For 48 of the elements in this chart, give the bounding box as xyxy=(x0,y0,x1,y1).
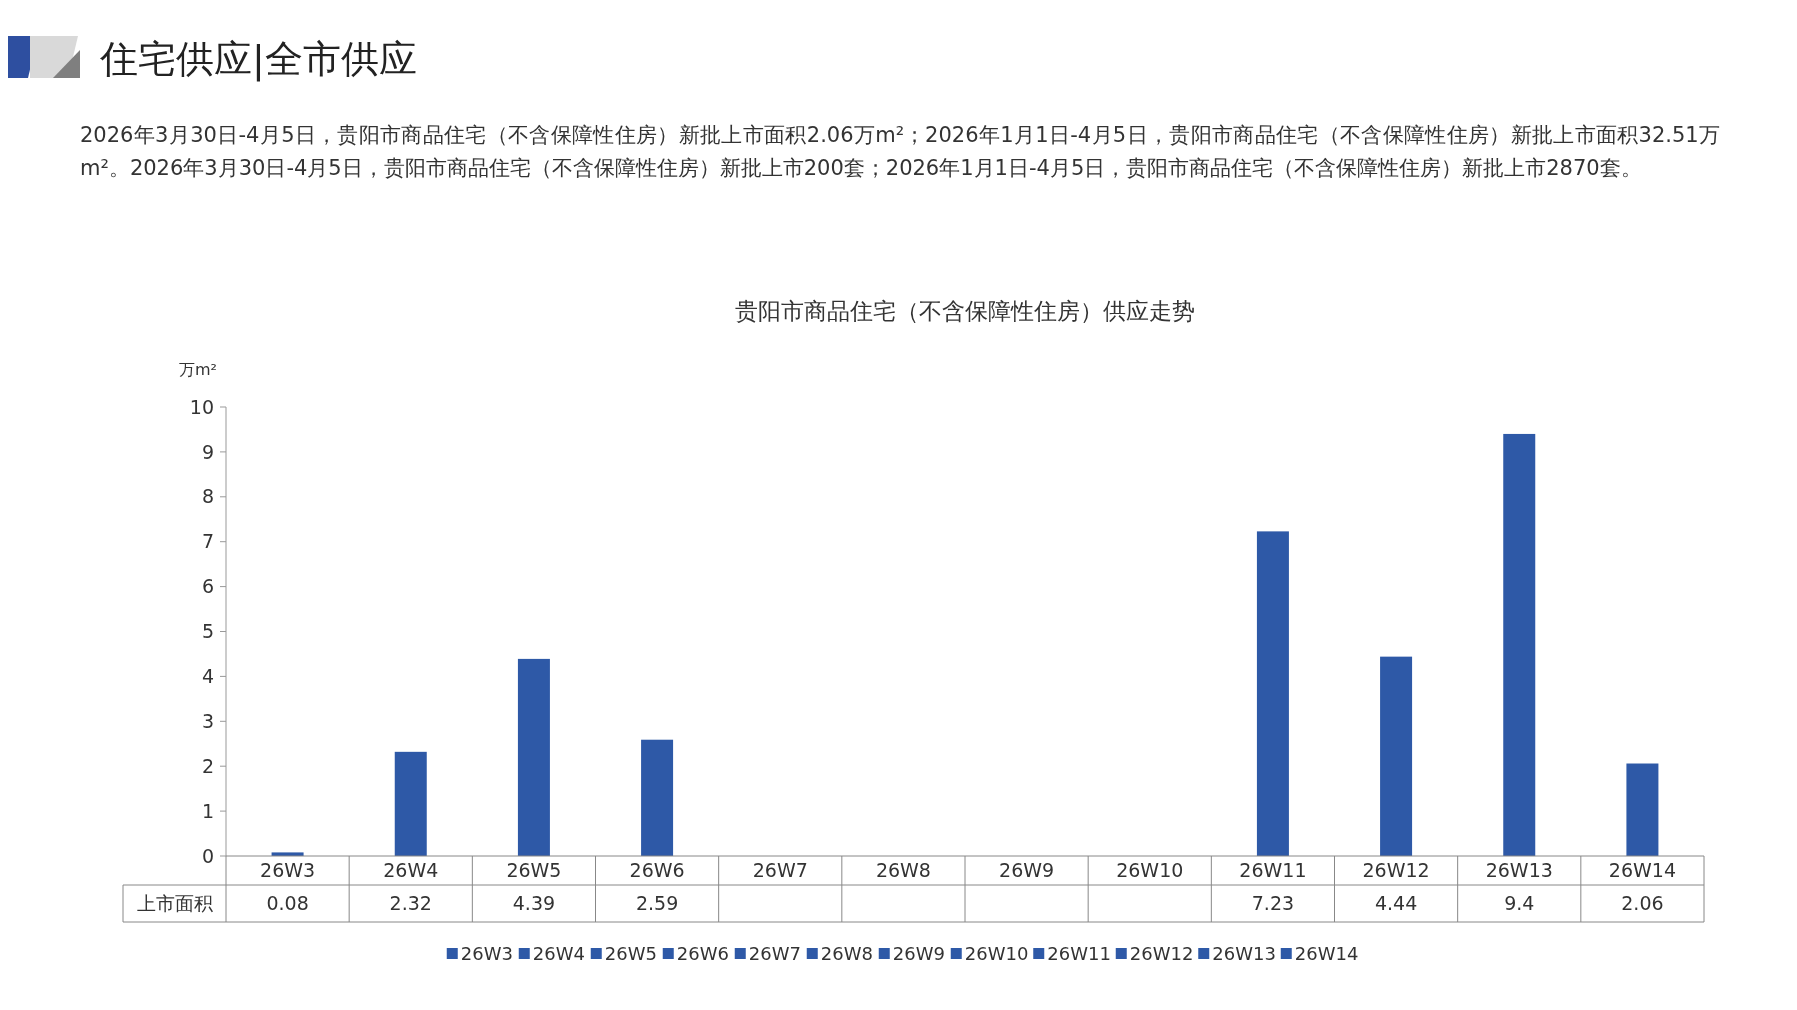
x-tick-label: 26W5 xyxy=(506,859,562,882)
x-tick-label: 26W4 xyxy=(383,859,439,882)
category-label: 26W9 xyxy=(892,943,945,965)
y-tick-label: 7 xyxy=(201,530,214,553)
y-tick-label: 9 xyxy=(201,440,214,463)
data-label: 4.44 xyxy=(1374,892,1418,915)
text: 上市面积 xyxy=(136,892,213,915)
x-tick-label: 26W10 xyxy=(1116,859,1184,882)
y-axis-title: 万m² xyxy=(179,360,217,379)
category-label: 26W5 xyxy=(604,943,657,965)
y-tick-label: 5 xyxy=(201,620,214,643)
y-tick-label: 4 xyxy=(201,665,214,688)
x-tick-label: 26W11 xyxy=(1239,859,1307,882)
x-tick-label: 26W7 xyxy=(752,859,808,882)
y-tick-label: 8 xyxy=(201,485,214,508)
chart-subtitle: 2026年3月30日-4月5日，贵阳市商品住宅（不含保障性住房）新批上市面积2.06万m²；2026年1月1日-4月5日，贵阳市商品住宅（不含保障性住房）新批上市面积32.51万m²。2026年3月30日-4月5日，贵阳市商品住宅（不含保障性住房）新批上市200套；2026年1月1日-4月5日，贵阳市商品住宅（不含保障性住房）新批上市2870套。 xyxy=(80,122,1720,182)
category-label: 26W13 xyxy=(1212,943,1276,965)
x-tick-label: 26W8 xyxy=(875,859,931,882)
x-tick-label: 26W14 xyxy=(1608,859,1676,882)
category-label: 26W6 xyxy=(676,943,729,965)
data-label: 4.39 xyxy=(512,892,556,915)
x-tick-label: 26W9 xyxy=(999,859,1055,882)
x-tick-label: 26W6 xyxy=(629,859,685,882)
category-label: 26W8 xyxy=(820,943,873,965)
chart-title: 贵阳市商品住宅（不含保障性住房）供应走势 xyxy=(735,298,1195,324)
category-label: 26W14 xyxy=(1294,943,1359,965)
category-label: 26W3 xyxy=(460,943,513,965)
data-label: 7.23 xyxy=(1251,892,1295,915)
y-tick-label: 10 xyxy=(189,395,214,418)
y-tick-label: 0 xyxy=(201,844,214,867)
data-label: 9.4 xyxy=(1504,892,1535,915)
y-tick-label: 1 xyxy=(201,799,214,822)
y-tick-label: 2 xyxy=(201,754,214,777)
category-label: 26W12 xyxy=(1129,943,1194,965)
x-tick-label: 26W13 xyxy=(1485,859,1553,882)
data-label: 2.32 xyxy=(389,892,432,915)
category-label: 26W7 xyxy=(748,943,801,965)
data-label: 2.06 xyxy=(1621,892,1664,915)
category-label: 26W4 xyxy=(532,943,585,965)
y-tick-label: 3 xyxy=(201,709,214,732)
category-label: 26W11 xyxy=(1047,943,1111,965)
x-tick-label: 26W3 xyxy=(260,859,316,882)
category-label: 26W10 xyxy=(964,943,1029,965)
text: 住宅供应|全市供应 xyxy=(99,37,417,82)
x-tick-label: 26W12 xyxy=(1362,859,1430,882)
data-label: 0.08 xyxy=(266,892,309,915)
data-label: 2.59 xyxy=(635,892,679,915)
y-tick-label: 6 xyxy=(201,575,214,598)
